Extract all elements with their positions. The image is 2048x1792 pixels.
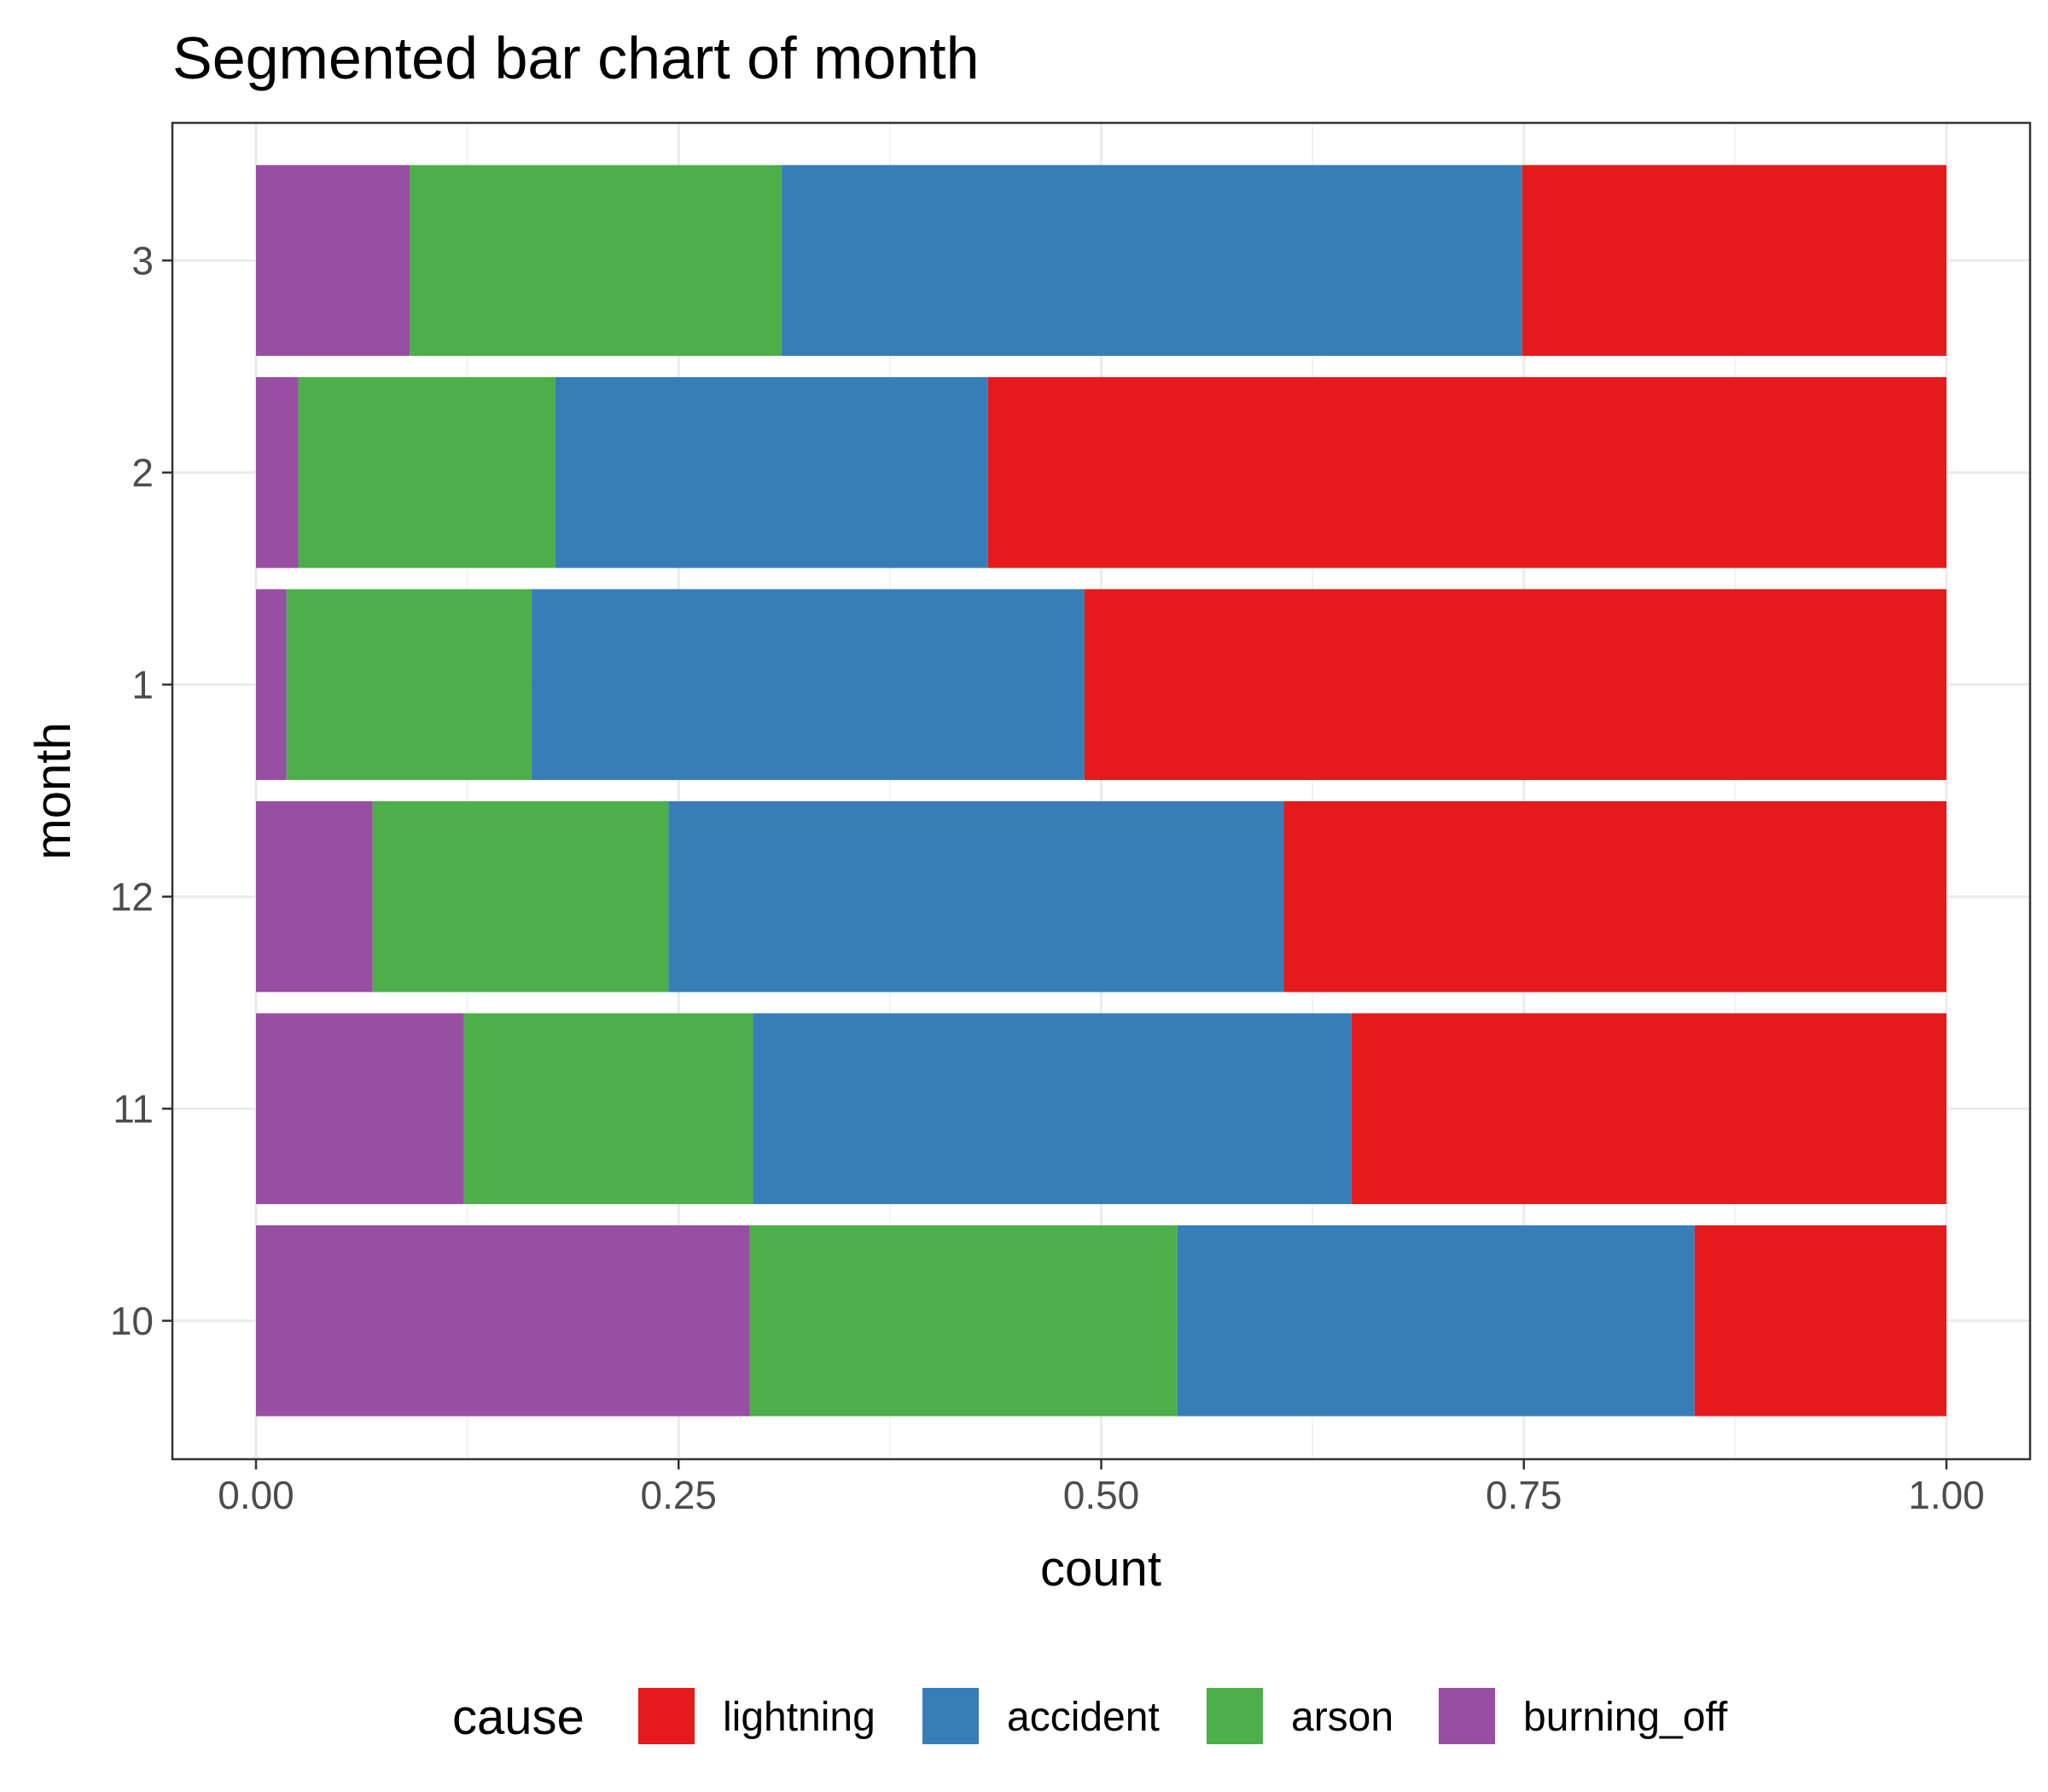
legend-label-lightning: lightning [723, 1695, 876, 1740]
bar-segment-accident-month-3 [782, 165, 1522, 357]
bar-segment-arson-month-2 [298, 376, 556, 568]
bar-segment-lightning-month-2 [987, 376, 1946, 568]
bar-segment-accident-month-12 [668, 800, 1284, 992]
x-tick-label: 0.50 [1063, 1473, 1140, 1517]
legend-key-arson [1207, 1688, 1263, 1744]
bar-segment-burning_off-month-3 [256, 165, 410, 357]
x-tick-label: 0.00 [218, 1473, 294, 1517]
x-tick-label: 0.25 [640, 1473, 717, 1517]
y-tick-label: 3 [131, 238, 154, 282]
bar-segment-accident-month-10 [1177, 1225, 1695, 1417]
y-tick-label: 10 [110, 1299, 154, 1343]
legend: cause lightning accident arson burning_off [452, 1688, 1728, 1745]
bar-segment-burning_off-month-10 [256, 1225, 750, 1417]
legend-key-accident [922, 1688, 979, 1744]
bar-segment-burning_off-month-11 [256, 1013, 464, 1205]
legend-key-lightning [638, 1688, 695, 1744]
y-tick-label: 12 [110, 875, 154, 919]
bar-segment-lightning-month-10 [1694, 1225, 1946, 1417]
legend-label-burning_off: burning_off [1523, 1695, 1728, 1740]
bar-segment-lightning-month-1 [1084, 589, 1946, 781]
y-tick-label: 2 [131, 451, 154, 495]
x-axis-title: count [1040, 1541, 1161, 1597]
x-tick-label: 0.75 [1486, 1473, 1562, 1517]
y-axis-title: month [26, 722, 81, 859]
y-tick-label: 11 [113, 1086, 154, 1131]
chart-title: Segmented bar chart of month [172, 25, 980, 91]
bar-segment-burning_off-month-2 [256, 376, 299, 568]
bar-segment-lightning-month-11 [1351, 1013, 1946, 1205]
bar-segment-arson-month-10 [749, 1225, 1178, 1417]
legend-key-burning_off [1439, 1688, 1495, 1744]
bar-segment-arson-month-12 [372, 800, 669, 992]
bar-segment-accident-month-11 [753, 1013, 1352, 1205]
bar-segment-burning_off-month-12 [256, 800, 373, 992]
x-tick-label: 1.00 [1908, 1473, 1985, 1517]
bars [256, 165, 1946, 1417]
x-axis: 0.00 0.25 0.50 0.75 1.00 [218, 1459, 1985, 1517]
bar-segment-arson-month-3 [410, 165, 783, 357]
legend-label-accident: accident [1007, 1695, 1160, 1740]
bar-segment-lightning-month-3 [1521, 165, 1946, 357]
bar-segment-burning_off-month-1 [256, 589, 287, 781]
bar-segment-arson-month-11 [463, 1013, 753, 1205]
y-tick-label: 1 [131, 662, 154, 707]
bar-segment-lightning-month-12 [1283, 800, 1946, 992]
legend-title: cause [452, 1690, 585, 1745]
bar-segment-accident-month-1 [531, 589, 1085, 781]
bar-segment-accident-month-2 [555, 376, 988, 568]
bar-segment-arson-month-1 [286, 589, 532, 781]
legend-label-arson: arson [1291, 1695, 1393, 1740]
